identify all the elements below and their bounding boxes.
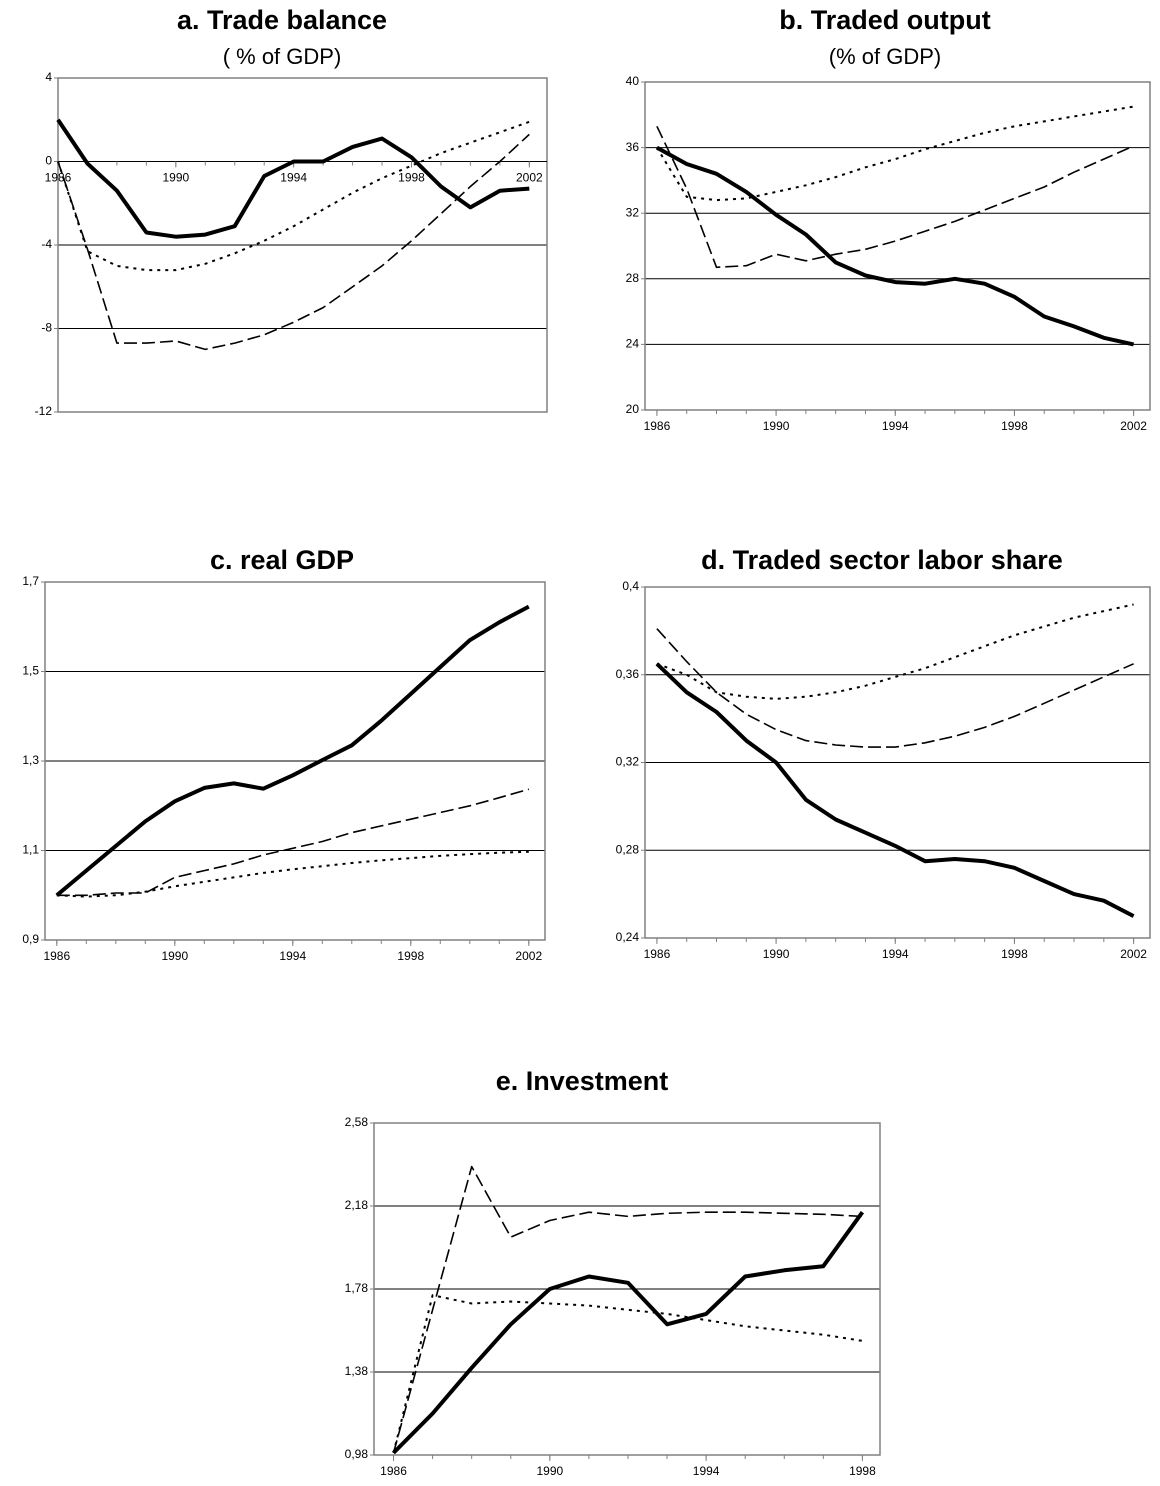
y-tick-label: 0,9 — [22, 932, 39, 946]
series-line — [656, 125, 1134, 269]
x-tick-label: 1998 — [1001, 419, 1028, 433]
x-tick-label: 1994 — [882, 947, 909, 961]
x-tick-label: 1990 — [536, 1464, 563, 1478]
chart-title: c. real GDP — [210, 545, 354, 575]
series-line — [56, 850, 529, 898]
x-tick-label: 1994 — [693, 1464, 720, 1478]
y-tick-label: 0,36 — [616, 667, 640, 681]
y-tick-label: 2,58 — [345, 1115, 369, 1129]
x-tick-label: 1986 — [380, 1464, 407, 1478]
series-line — [392, 1165, 863, 1454]
x-tick-label: 1998 — [397, 949, 424, 963]
series-line — [56, 788, 530, 897]
y-tick-label: -12 — [35, 404, 53, 418]
chart-subtitle: (% of GDP) — [829, 44, 941, 69]
y-tick-label: 24 — [626, 337, 640, 351]
x-tick-label: 1994 — [882, 419, 909, 433]
y-tick-label: 1,38 — [345, 1364, 369, 1378]
x-tick-label: 2002 — [1120, 419, 1147, 433]
x-tick-label: 2002 — [1120, 947, 1147, 961]
series-line — [655, 145, 1135, 347]
x-tick-label: 1998 — [398, 171, 425, 185]
y-tick-label: -8 — [41, 321, 52, 335]
y-tick-label: -4 — [41, 237, 52, 251]
plot-border — [57, 77, 548, 413]
plot-border — [44, 581, 546, 941]
y-tick-label: 0 — [45, 154, 52, 168]
plot-border — [373, 1122, 881, 1456]
chart-title: d. Traded sector labor share — [701, 545, 1063, 575]
y-tick-label: 4 — [45, 70, 52, 84]
x-tick-label: 1998 — [1001, 947, 1028, 961]
y-tick-label: 1,5 — [22, 664, 39, 678]
y-tick-label: 2,18 — [345, 1198, 369, 1212]
chart-subtitle: ( % of GDP) — [223, 44, 342, 69]
x-tick-label: 1990 — [763, 947, 790, 961]
series-line — [55, 604, 530, 897]
y-tick-label: 40 — [626, 74, 640, 88]
x-tick-label: 1986 — [644, 419, 671, 433]
chart-title: a. Trade balance — [177, 5, 387, 35]
y-tick-label: 1,1 — [22, 843, 39, 857]
series-line — [57, 133, 530, 351]
y-tick-label: 36 — [626, 140, 640, 154]
series-line — [655, 662, 1135, 918]
series-line — [392, 1211, 865, 1455]
x-tick-label: 1990 — [162, 171, 189, 185]
y-tick-label: 0,4 — [622, 579, 639, 593]
x-tick-label: 1990 — [161, 949, 188, 963]
x-tick-label: 2002 — [516, 171, 543, 185]
y-tick-label: 0,32 — [616, 755, 640, 769]
x-tick-label: 1986 — [644, 947, 671, 961]
y-tick-label: 0,24 — [616, 930, 640, 944]
y-tick-label: 20 — [626, 402, 640, 416]
series-line — [656, 628, 1134, 748]
plot-border — [644, 586, 1151, 939]
y-tick-label: 28 — [626, 271, 640, 285]
y-tick-label: 1,78 — [345, 1281, 369, 1295]
series-line — [57, 120, 530, 272]
chart-title: b. Traded output — [779, 5, 990, 35]
x-tick-label: 1986 — [43, 949, 70, 963]
y-tick-label: 0,98 — [345, 1447, 369, 1461]
chart-title: e. Investment — [496, 1066, 669, 1096]
y-tick-label: 32 — [626, 205, 640, 219]
y-tick-label: 1,3 — [22, 753, 39, 767]
y-tick-label: 1,7 — [22, 574, 39, 588]
x-tick-label: 1998 — [849, 1464, 876, 1478]
series-line — [656, 603, 1134, 700]
plot-border — [644, 81, 1151, 411]
x-tick-label: 1994 — [279, 949, 306, 963]
series-line — [656, 105, 1134, 202]
x-tick-label: 1994 — [280, 171, 307, 185]
y-tick-label: 0,28 — [616, 842, 640, 856]
series-line — [392, 1294, 863, 1454]
x-tick-label: 1990 — [763, 419, 790, 433]
series-line — [56, 118, 530, 239]
x-tick-label: 1986 — [45, 171, 72, 185]
x-tick-label: 2002 — [515, 949, 542, 963]
